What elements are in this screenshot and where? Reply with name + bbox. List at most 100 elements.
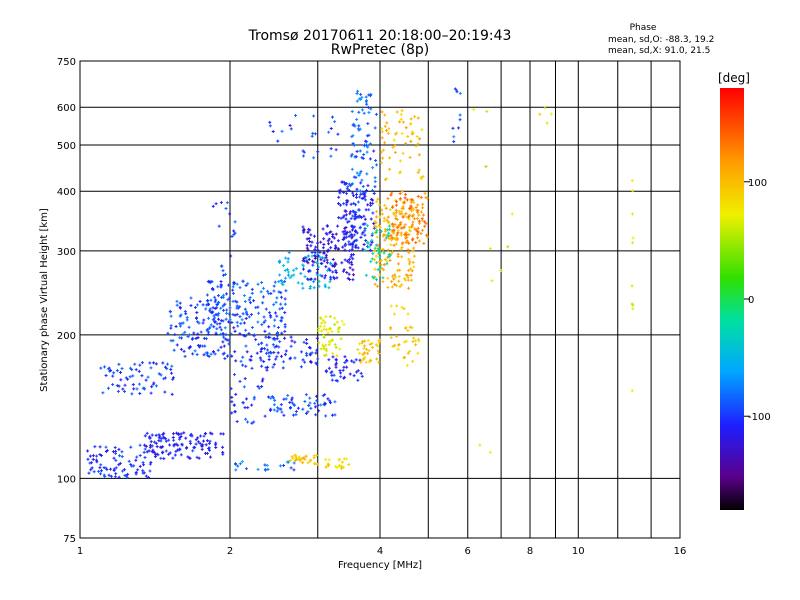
- data-point: [396, 231, 400, 235]
- data-point: [324, 274, 328, 278]
- data-point: [286, 260, 290, 264]
- data-point: [373, 224, 377, 228]
- data-point: [347, 219, 351, 223]
- data-point: [354, 203, 358, 207]
- data-point: [263, 319, 267, 323]
- data-point: [316, 248, 320, 252]
- data-point: [316, 357, 320, 361]
- data-point: [305, 338, 309, 342]
- data-point: [309, 285, 313, 289]
- data-point: [184, 446, 188, 450]
- data-point: [279, 295, 283, 299]
- data-point: [316, 254, 320, 258]
- data-point: [305, 341, 309, 345]
- data-point: [250, 403, 254, 407]
- data-point: [351, 142, 355, 146]
- data-point: [406, 248, 410, 252]
- data-point: [203, 432, 207, 436]
- data-point: [407, 257, 411, 261]
- data-point: [164, 439, 168, 443]
- data-point: [154, 433, 158, 437]
- data-point: [138, 443, 142, 447]
- data-point: [313, 132, 317, 136]
- data-point: [365, 188, 369, 192]
- data-point: [415, 229, 419, 233]
- data-point: [356, 369, 360, 373]
- data-point: [371, 166, 375, 170]
- data-point: [323, 393, 327, 397]
- data-point: [325, 349, 329, 353]
- data-point: [397, 279, 401, 283]
- data-point: [213, 316, 217, 320]
- data-point: [342, 235, 346, 239]
- data-point: [113, 446, 117, 450]
- data-point: [308, 286, 312, 290]
- data-point: [417, 153, 421, 157]
- data-point: [406, 135, 410, 139]
- y-tick-label: 500: [57, 141, 76, 152]
- data-point: [349, 202, 353, 206]
- data-point: [243, 377, 247, 381]
- data-point: [412, 246, 416, 250]
- data-point: [194, 438, 198, 442]
- data-point: [394, 214, 398, 218]
- data-point: [282, 264, 286, 268]
- data-point: [316, 403, 320, 407]
- data-point: [306, 461, 310, 465]
- data-point: [631, 241, 635, 245]
- data-point: [331, 351, 335, 355]
- data-point: [252, 397, 256, 401]
- data-point: [352, 239, 356, 243]
- data-point: [183, 330, 187, 334]
- data-point: [455, 90, 459, 94]
- data-point: [485, 109, 489, 113]
- data-point: [221, 445, 225, 449]
- data-point: [181, 332, 185, 336]
- data-point: [281, 366, 285, 370]
- data-point: [260, 341, 264, 345]
- data-point: [343, 375, 347, 379]
- data-point: [374, 215, 378, 219]
- data-point: [352, 209, 356, 213]
- data-point: [288, 357, 292, 361]
- data-point: [175, 343, 179, 347]
- data-point: [232, 403, 236, 407]
- data-point: [103, 365, 107, 369]
- data-point: [216, 300, 220, 304]
- data-points: [86, 87, 635, 480]
- data-point: [340, 466, 344, 470]
- data-point: [307, 236, 311, 240]
- data-point: [331, 257, 335, 261]
- data-point: [215, 327, 219, 331]
- data-point: [506, 245, 510, 249]
- data-point: [360, 108, 364, 112]
- data-point: [216, 294, 220, 298]
- data-point: [339, 337, 343, 341]
- data-point: [183, 309, 187, 313]
- data-point: [359, 360, 363, 364]
- data-point: [355, 92, 359, 96]
- data-point: [214, 445, 218, 449]
- data-point: [327, 130, 331, 134]
- data-point: [120, 455, 124, 459]
- data-point: [346, 199, 350, 203]
- data-point: [347, 182, 351, 186]
- data-point: [313, 256, 317, 260]
- data-point: [167, 452, 171, 456]
- data-point: [330, 264, 334, 268]
- data-point: [208, 309, 212, 313]
- stats-title: Phase: [630, 23, 657, 33]
- data-point: [88, 454, 92, 458]
- data-point: [216, 317, 220, 321]
- data-point: [381, 276, 385, 280]
- data-point: [313, 254, 317, 258]
- data-point: [351, 257, 355, 261]
- data-point: [91, 457, 95, 461]
- data-point: [267, 292, 271, 296]
- data-point: [268, 311, 272, 315]
- data-point: [299, 350, 303, 354]
- data-point: [109, 474, 113, 478]
- data-point: [216, 348, 220, 352]
- data-point: [117, 362, 121, 366]
- data-point: [278, 260, 282, 264]
